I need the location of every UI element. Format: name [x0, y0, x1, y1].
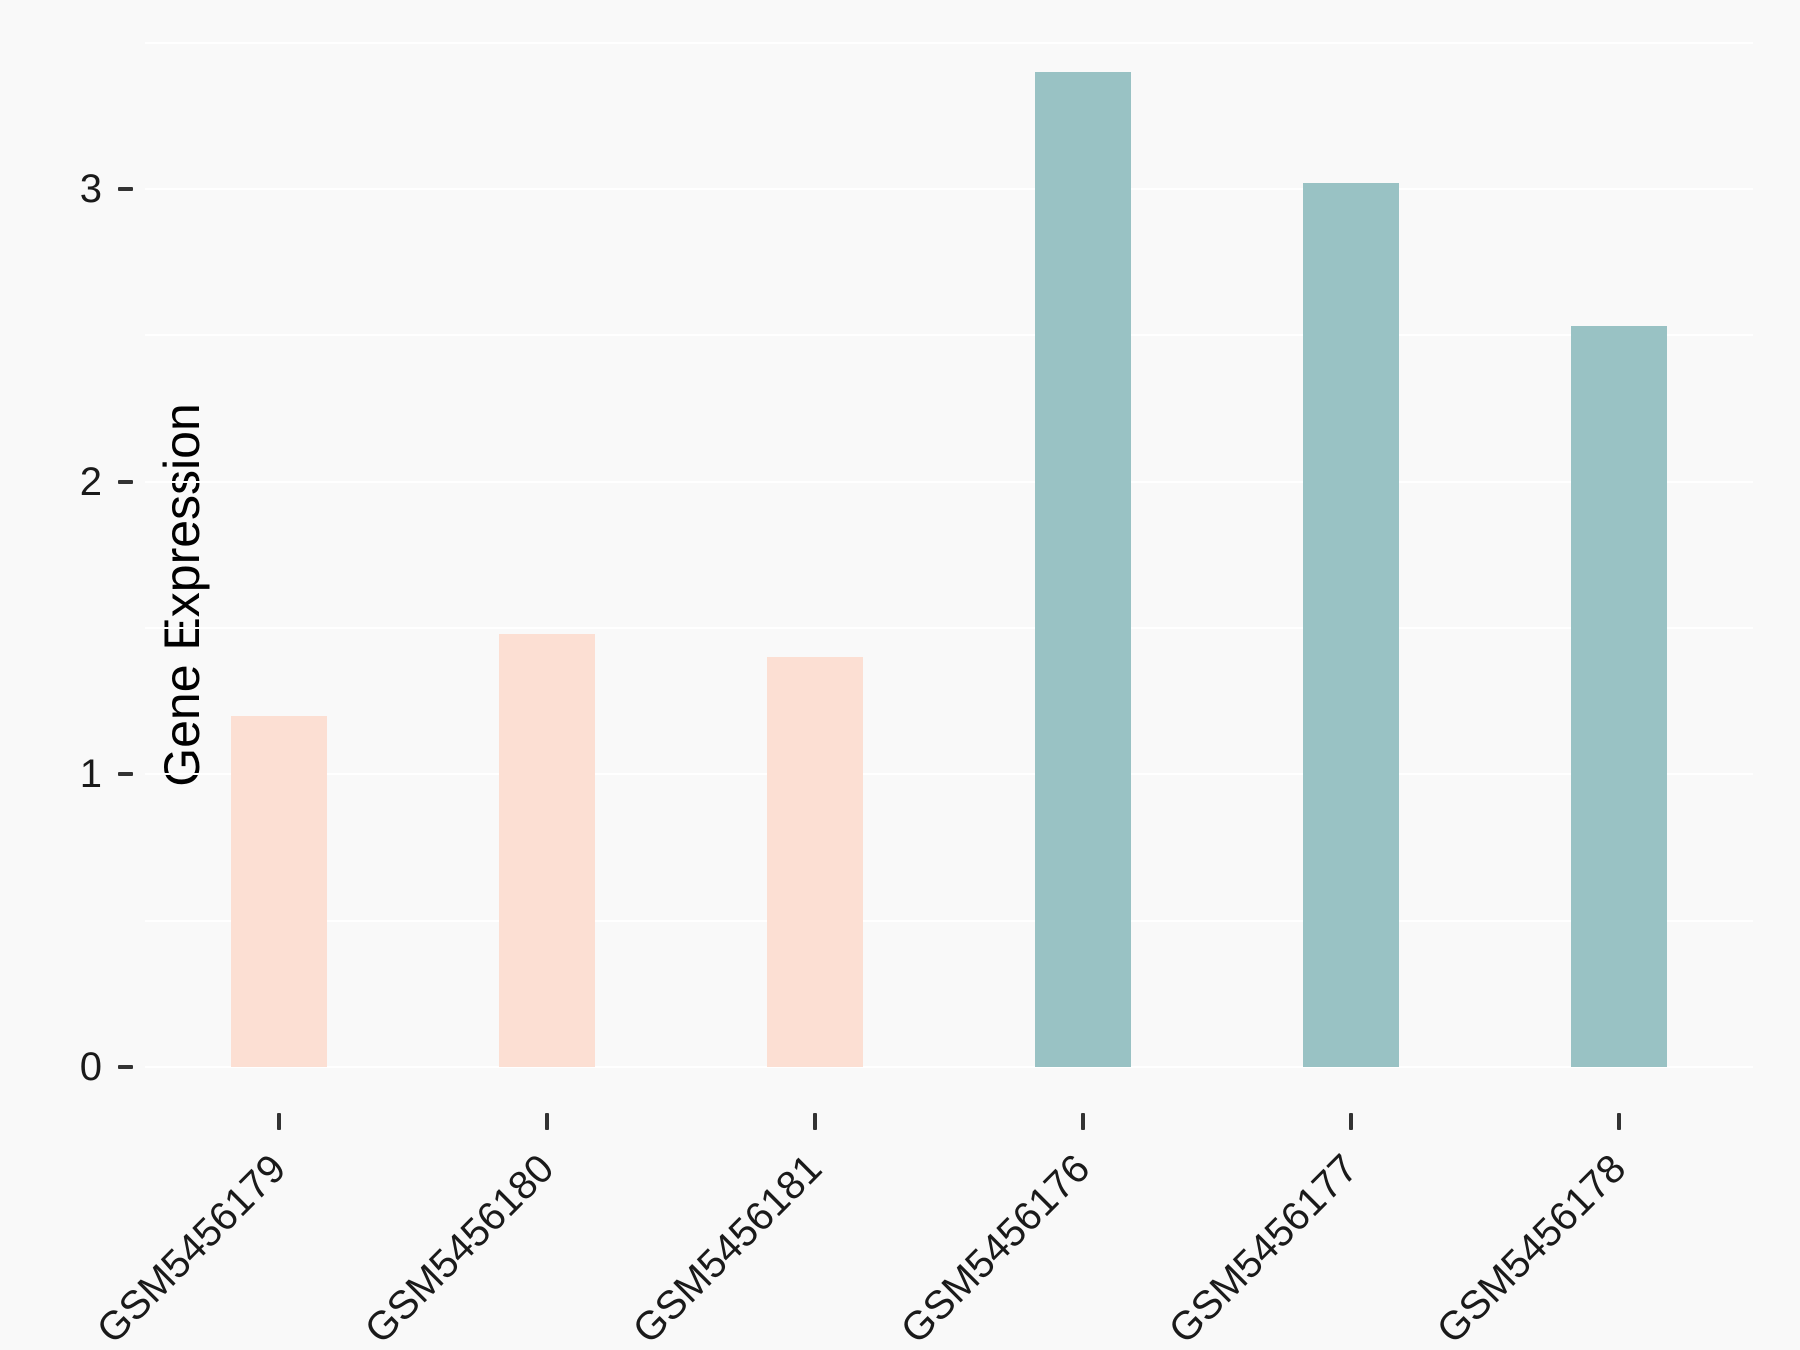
major-gridline	[145, 480, 1753, 483]
y-axis-tick-mark	[118, 186, 133, 191]
bar-GSM5456176[interactable]	[1035, 71, 1131, 1067]
minor-gridline	[145, 626, 1753, 629]
x-axis-tick-label-GSM5456180: GSM5456180	[356, 1146, 563, 1350]
y-axis-tick-label: 2	[79, 459, 102, 504]
x-axis-tick-mark	[813, 1113, 817, 1130]
bar-GSM5456177[interactable]	[1303, 183, 1399, 1067]
bar-GSM5456179[interactable]	[231, 715, 327, 1067]
major-gridline	[145, 773, 1753, 776]
x-axis-tick-mark	[1617, 1113, 1621, 1130]
y-axis-tick-label: 1	[79, 752, 102, 797]
y-axis-tick-mark	[118, 1065, 133, 1069]
x-axis-tick-mark	[545, 1113, 549, 1130]
x-axis-tick-label-GSM5456178: GSM5456178	[1428, 1146, 1635, 1350]
y-axis-tick-mark	[118, 772, 133, 777]
x-axis-tick-mark	[1081, 1113, 1085, 1130]
y-axis-tick-label: 0	[79, 1045, 102, 1089]
bar-GSM5456180[interactable]	[499, 633, 595, 1067]
bar-GSM5456178[interactable]	[1571, 326, 1667, 1067]
x-axis-tick-label-GSM5456176: GSM5456176	[892, 1146, 1099, 1350]
major-gridline	[145, 187, 1753, 190]
major-gridline	[145, 1066, 1753, 1068]
minor-gridline	[145, 334, 1753, 337]
x-axis-tick-label-GSM5456177: GSM5456177	[1160, 1146, 1367, 1350]
bar-GSM5456181[interactable]	[767, 657, 863, 1067]
x-axis-tick-mark	[277, 1113, 281, 1130]
y-axis-tick-label: 3	[79, 166, 102, 211]
minor-gridline	[145, 919, 1753, 922]
y-axis-tick-mark	[118, 479, 133, 484]
x-axis-tick-label-GSM5456181: GSM5456181	[624, 1146, 831, 1350]
y-axis-title: Gene Expression	[154, 403, 210, 787]
x-axis-tick-mark	[1349, 1113, 1353, 1130]
x-axis-tick-label-GSM5456179: GSM5456179	[88, 1146, 295, 1350]
minor-gridline	[145, 41, 1753, 44]
plot-panel: Gene Expression	[145, 21, 1753, 1117]
